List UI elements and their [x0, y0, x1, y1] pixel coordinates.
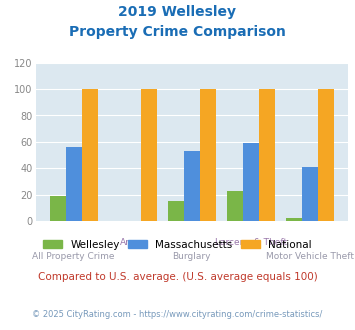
Bar: [318, 89, 334, 221]
Text: 2019 Wellesley: 2019 Wellesley: [119, 5, 236, 19]
Text: Compared to U.S. average. (U.S. average equals 100): Compared to U.S. average. (U.S. average …: [38, 272, 317, 282]
Text: Arson: Arson: [120, 238, 146, 247]
Bar: [286, 218, 302, 221]
Text: Burglary: Burglary: [173, 252, 211, 261]
Bar: [184, 151, 200, 221]
Text: Larceny & Theft: Larceny & Theft: [215, 238, 287, 247]
Bar: [259, 89, 275, 221]
Text: © 2025 CityRating.com - https://www.cityrating.com/crime-statistics/: © 2025 CityRating.com - https://www.city…: [32, 310, 323, 319]
Bar: [141, 89, 157, 221]
Bar: [200, 89, 215, 221]
Bar: [82, 89, 98, 221]
Text: All Property Crime: All Property Crime: [32, 252, 115, 261]
Text: Motor Vehicle Theft: Motor Vehicle Theft: [266, 252, 354, 261]
Bar: [168, 201, 184, 221]
Legend: Wellesley, Massachusetts, National: Wellesley, Massachusetts, National: [43, 240, 312, 249]
Bar: [50, 196, 66, 221]
Bar: [302, 167, 318, 221]
Text: Property Crime Comparison: Property Crime Comparison: [69, 25, 286, 39]
Bar: [227, 191, 243, 221]
Bar: [243, 143, 259, 221]
Bar: [66, 147, 82, 221]
